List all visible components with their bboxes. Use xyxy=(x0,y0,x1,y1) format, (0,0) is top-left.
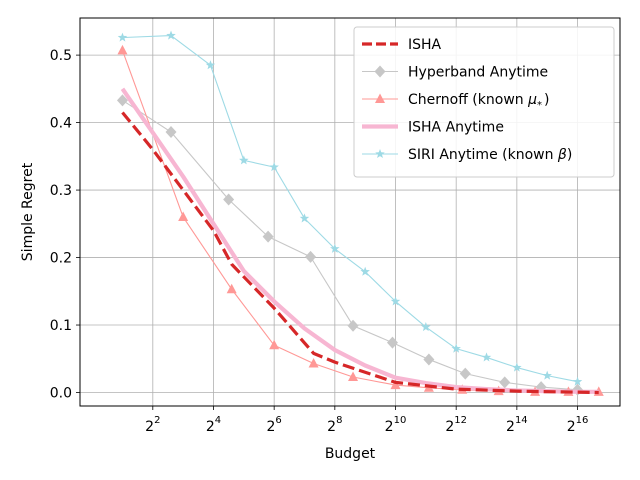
legend-item-isha: ISHA xyxy=(362,37,442,53)
legend-label-text: Chernoff (known xyxy=(408,92,528,108)
legend-item-siri-anytime-known: SIRI Anytime (known β) xyxy=(362,147,572,163)
x-tick-label: 210 xyxy=(385,415,407,435)
data-point-chernoff-known xyxy=(178,211,189,222)
data-point-siri-anytime-known xyxy=(360,266,370,276)
legend-label: ISHA Anytime xyxy=(408,120,504,136)
x-tick-label-exponent: 16 xyxy=(576,415,589,426)
x-tick-label-exponent: 10 xyxy=(394,415,407,426)
x-tick-label-exponent: 2 xyxy=(154,415,160,426)
x-tick-label-base: 2 xyxy=(385,419,394,435)
data-point-chernoff-known xyxy=(348,371,359,381)
legend-label-text: SIRI Anytime (known xyxy=(408,147,558,163)
legend-label-subscript: * xyxy=(537,100,542,111)
y-tick-label: 0.1 xyxy=(50,318,72,334)
x-tick-label: 28 xyxy=(327,415,342,435)
series-isha xyxy=(121,111,599,395)
data-point-hyperband-anytime xyxy=(305,250,317,263)
data-point-siri-anytime-known xyxy=(269,162,279,172)
data-point-hyperband-anytime xyxy=(347,319,359,332)
x-tick-label-base: 2 xyxy=(327,419,336,435)
x-tick-label-base: 2 xyxy=(567,419,576,435)
data-point-siri-anytime-known xyxy=(512,362,522,372)
legend-label-math: μ xyxy=(527,92,537,108)
data-point-siri-anytime-known xyxy=(330,243,340,253)
data-point-siri-anytime-known xyxy=(390,296,401,306)
x-tick-label: 22 xyxy=(145,415,160,435)
legend-marker xyxy=(375,93,385,103)
data-point-hyperband-anytime xyxy=(262,230,274,243)
data-point-hyperband-anytime xyxy=(459,367,471,380)
data-point-hyperband-anytime xyxy=(499,376,511,389)
data-point-siri-anytime-known xyxy=(572,376,583,386)
x-tick-label: 214 xyxy=(506,415,528,435)
x-tick-label-base: 2 xyxy=(506,419,515,435)
data-point-hyperband-anytime xyxy=(223,193,235,206)
x-tick-label-base: 2 xyxy=(445,419,454,435)
x-axis: 22 24 26 28 210 212 214 216 xyxy=(145,406,588,435)
data-point-hyperband-anytime xyxy=(116,94,128,107)
series-line-hyperband-anytime xyxy=(122,99,578,391)
x-tick-label-exponent: 8 xyxy=(336,415,342,426)
legend-marker xyxy=(375,149,385,159)
series-line-isha xyxy=(121,111,599,395)
x-tick-label-base: 2 xyxy=(145,419,154,435)
data-point-siri-anytime-known xyxy=(166,30,176,40)
series-siri-anytime-known xyxy=(117,30,583,386)
legend-marker xyxy=(374,65,386,78)
x-tick-label-exponent: 4 xyxy=(215,415,221,426)
x-tick-label-exponent: 6 xyxy=(275,415,281,426)
legend: ISHA Hyperband Anytime Chernoff (known μ*)… xyxy=(353,26,615,178)
data-point-hyperband-anytime xyxy=(423,353,435,366)
data-point-hyperband-anytime xyxy=(165,126,177,139)
plot-frame xyxy=(79,17,621,407)
legend-label: SIRI Anytime (known β) xyxy=(408,147,572,163)
y-axis: 0.0 0.1 0.2 0.3 0.4 0.5 xyxy=(50,48,80,402)
legend-label-math: β xyxy=(557,147,567,163)
x-tick-label-base: 2 xyxy=(267,419,276,435)
legend-label-tail: ) xyxy=(567,147,572,163)
x-tick-label: 26 xyxy=(267,415,282,435)
data-point-siri-anytime-known xyxy=(299,213,310,223)
legend-item-hyperband-anytime: Hyperband Anytime xyxy=(362,65,548,81)
legend-label-tail: ) xyxy=(544,92,549,108)
y-tick-label: 0.0 xyxy=(50,386,72,402)
y-tick-label: 0.3 xyxy=(50,183,72,199)
data-point-chernoff-known xyxy=(226,283,237,294)
data-point-siri-anytime-known xyxy=(117,32,128,42)
legend-label: Hyperband Anytime xyxy=(408,65,548,81)
x-tick-label: 216 xyxy=(567,415,589,435)
data-point-siri-anytime-known xyxy=(421,322,431,332)
data-point-chernoff-known xyxy=(308,357,319,368)
data-point-chernoff-known xyxy=(117,44,128,55)
legend-item-chernoff-known: Chernoff (known μ*) xyxy=(362,92,549,111)
data-point-siri-anytime-known xyxy=(451,343,461,353)
y-axis-title: Simple Regret xyxy=(20,162,36,261)
x-tick-label-exponent: 12 xyxy=(454,415,467,426)
data-point-siri-anytime-known xyxy=(239,155,249,165)
x-tick-label-base: 2 xyxy=(206,419,215,435)
x-axis-title: Budget xyxy=(325,446,376,462)
data-point-siri-anytime-known xyxy=(481,352,492,362)
legend-label: ISHA xyxy=(408,37,442,53)
legend-box xyxy=(353,26,615,178)
legend-label: Chernoff (known μ*) xyxy=(408,92,549,111)
series-hyperband-anytime xyxy=(116,94,584,396)
data-point-siri-anytime-known xyxy=(205,60,216,70)
y-tick-label: 0.2 xyxy=(50,251,72,267)
data-point-siri-anytime-known xyxy=(542,370,552,380)
y-tick-label: 0.4 xyxy=(50,116,72,132)
legend-item-isha-anytime: ISHA Anytime xyxy=(362,120,504,136)
data-point-chernoff-known xyxy=(390,379,401,390)
x-tick-label: 212 xyxy=(445,415,467,435)
y-tick-label: 0.5 xyxy=(50,48,72,64)
data-point-hyperband-anytime xyxy=(386,336,398,349)
data-point-chernoff-known xyxy=(269,339,280,350)
x-tick-label-exponent: 14 xyxy=(515,415,528,426)
x-tick-label: 24 xyxy=(206,415,221,435)
series-layer xyxy=(116,30,604,396)
